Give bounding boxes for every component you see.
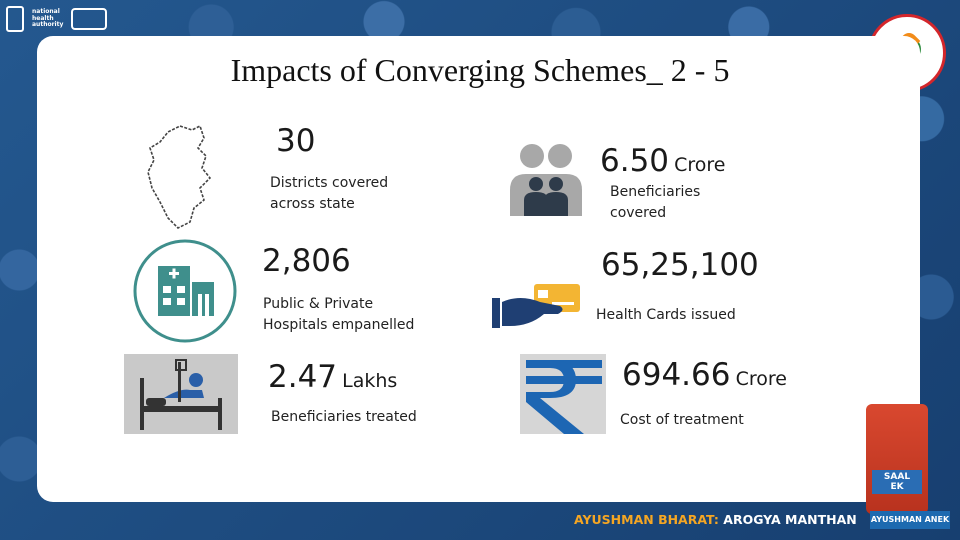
stat-health-cards: 65,25,100 — [601, 250, 759, 281]
stat-beneficiaries-covered: 6.50 Crore — [600, 146, 726, 177]
stat-value: 694.66 — [622, 357, 731, 393]
stat-value: 2,806 — [262, 243, 351, 279]
stat-value: 65,25,100 — [601, 247, 759, 283]
stat-cost: 694.66 Crore — [622, 360, 787, 391]
footer-brand: AYUSHMAN BHARAT: AROGYA MANTHAN — [574, 512, 857, 527]
stat-districts: 30 — [276, 126, 315, 157]
karnataka-map-icon — [147, 124, 212, 229]
stat-value: 30 — [276, 123, 316, 159]
stat-unit: Crore — [735, 368, 787, 390]
stat-hospitals: 2,806 — [262, 246, 351, 277]
health-card-icon — [492, 284, 580, 328]
footer-tag: AYUSHMAN ANEK — [870, 511, 950, 529]
stat-caption: Beneficiaries treated — [271, 409, 417, 425]
patient-bed-icon — [124, 354, 238, 434]
stat-caption: Health Cards issued — [596, 307, 736, 323]
hospital-icon — [133, 239, 237, 343]
nha-mark-icon — [6, 6, 24, 32]
slide-title: Impacts of Converging Schemes_ 2 - 5 — [230, 52, 730, 88]
stat-caption: Public & Private Hospitals empanelled — [263, 296, 415, 333]
stat-value: 2.47 — [268, 359, 338, 395]
stat-unit: Lakhs — [342, 370, 398, 392]
stat-unit: Crore — [674, 154, 726, 176]
nha-logo-text: national health authority — [32, 8, 64, 29]
stat-treated: 2.47 Lakhs — [268, 362, 397, 393]
stat-caption: Districts covered across state — [270, 175, 389, 212]
rupee-icon — [520, 354, 606, 434]
150-logo-icon — [71, 8, 108, 30]
family-icon — [510, 144, 582, 216]
nha-logo: national health authority — [6, 6, 108, 32]
stat-caption: Cost of treatment — [620, 412, 744, 428]
stat-caption: Beneficiaries covered — [610, 184, 701, 221]
saal-ek-badge: SAAL EK — [866, 404, 928, 514]
stat-value: 6.50 — [600, 143, 670, 179]
